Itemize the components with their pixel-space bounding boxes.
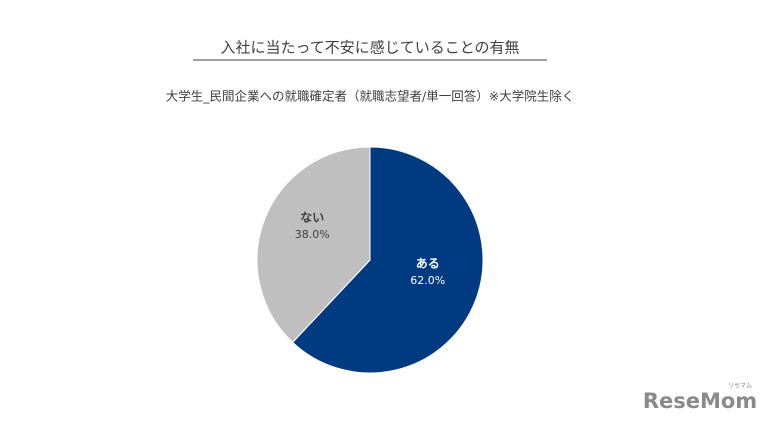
chart-title: 入社に当たって不安に感じていることの有無	[220, 39, 519, 57]
pie-slice	[291, 146, 484, 374]
value-label: 38.0%	[295, 228, 330, 241]
slice-label: ない	[300, 211, 324, 225]
watermark-sub: リセマム	[728, 383, 752, 390]
slice-label: ある	[416, 256, 440, 270]
watermark: ReseMom	[643, 389, 757, 413]
pie-slice	[256, 146, 371, 344]
value-label: 62.0%	[410, 274, 445, 287]
chart-subtitle: 大学生_民間企業への就職確定者（就職志望者/単一回答）※大学院生除く	[166, 89, 574, 104]
